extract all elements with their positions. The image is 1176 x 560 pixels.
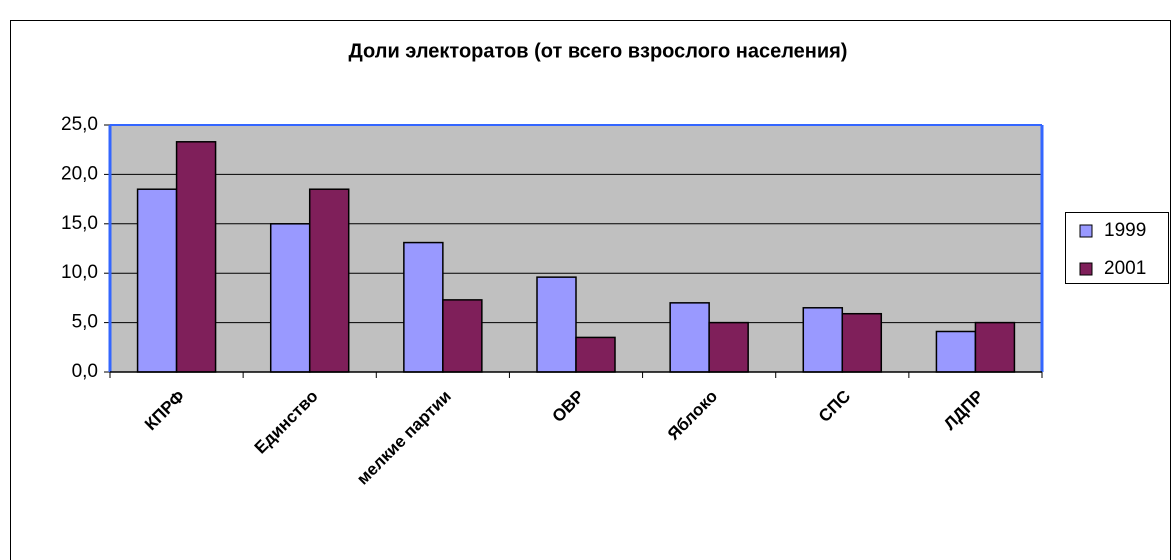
bar	[708, 321, 749, 373]
legend-swatch	[1079, 262, 1093, 276]
bar	[442, 299, 483, 373]
y-tick-label: 15,0	[61, 213, 98, 234]
y-tick-label: 20,0	[61, 163, 98, 184]
bar	[536, 276, 577, 373]
legend-swatch	[1079, 224, 1093, 238]
bar	[269, 223, 311, 373]
bar	[575, 336, 616, 373]
y-tick-label: 5,0	[72, 312, 98, 333]
bar	[935, 330, 977, 373]
bar	[175, 141, 217, 373]
legend-label: 1999	[1104, 220, 1146, 241]
legend-label: 2001	[1104, 258, 1146, 279]
bar	[308, 188, 350, 373]
bar	[841, 312, 883, 373]
bar	[403, 241, 444, 373]
bar	[974, 321, 1016, 373]
chart-title: Доли электоратов (от всего взрослого нас…	[349, 40, 848, 62]
y-tick-label: 25,0	[61, 114, 98, 135]
bar	[136, 188, 178, 373]
y-tick-label: 0,0	[72, 361, 98, 382]
bar	[669, 302, 710, 373]
bar	[802, 307, 844, 373]
y-tick-label: 10,0	[61, 262, 98, 283]
